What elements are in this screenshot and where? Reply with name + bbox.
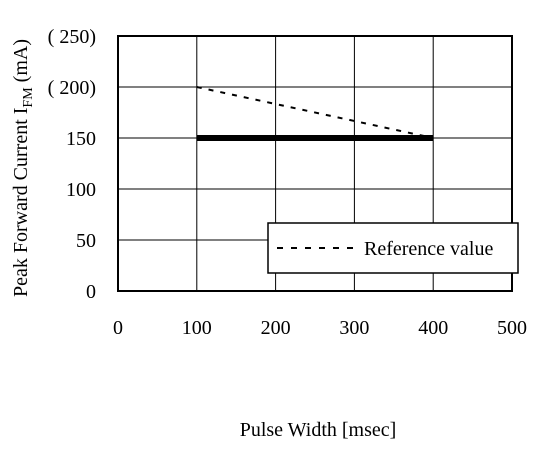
y-axis-title-main: Peak Forward Current I — [10, 108, 32, 297]
x-tick-label: 100 — [182, 317, 212, 339]
x-tick-label: 400 — [418, 317, 448, 339]
y-tick-label: 0 — [86, 281, 96, 303]
series-group — [196, 86, 434, 141]
legend-label-reference: Reference value — [364, 238, 493, 260]
plot-frame — [117, 35, 513, 292]
y-tick-label: ( 250) — [48, 26, 96, 48]
legend: Reference value — [267, 222, 519, 274]
series-line-reference — [196, 86, 434, 139]
y-tick-label: 100 — [66, 179, 96, 201]
y-axis-title: Peak Forward Current IFM (mA) — [10, 39, 36, 297]
x-tick-label: 0 — [113, 317, 123, 339]
x-tick-label: 500 — [497, 317, 527, 339]
x-tick-labels: 0 100 200 300 400 500 — [113, 317, 527, 339]
y-tick-label: 50 — [76, 230, 96, 252]
y-axis-title-subscript: FM — [21, 87, 36, 108]
y-axis-title-unit: (mA) — [10, 39, 32, 87]
y-tick-label: 150 — [66, 128, 96, 150]
x-axis-title: Pulse Width [msec] — [240, 419, 397, 441]
y-tick-label: ( 200) — [48, 77, 96, 99]
x-tick-label: 200 — [261, 317, 291, 339]
x-tick-label: 300 — [339, 317, 369, 339]
y-tick-labels: 0 50 100 150 ( 200) ( 250) — [48, 26, 96, 303]
